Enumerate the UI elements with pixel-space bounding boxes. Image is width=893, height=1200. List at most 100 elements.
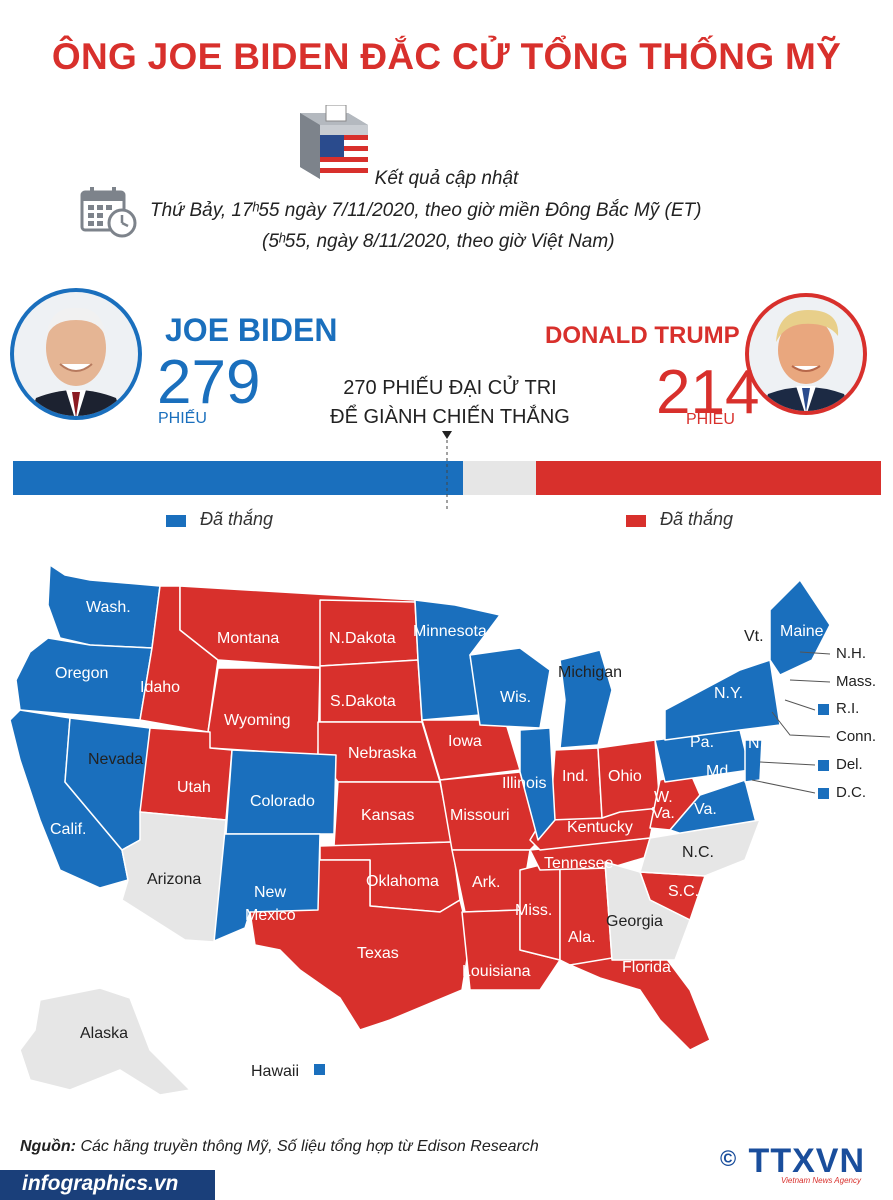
ri-marker bbox=[818, 704, 829, 715]
threshold-marker bbox=[442, 431, 452, 512]
label-wva2: Va. bbox=[652, 805, 675, 822]
state-newyork bbox=[664, 659, 781, 741]
label-wash: Wash. bbox=[86, 599, 131, 616]
state-arizona bbox=[121, 811, 227, 943]
label-newmexico-1: New bbox=[254, 884, 286, 901]
agency-logo: TTXVN bbox=[748, 1142, 865, 1180]
label-va: Va. bbox=[694, 801, 717, 818]
threshold-line1: 270 PHIẾU ĐẠI CỬ TRI bbox=[343, 377, 557, 399]
us-election-map: Wash. Oregon Idaho Montana N.Dakota Minn… bbox=[9, 564, 831, 1096]
label-ny: N.Y. bbox=[714, 685, 743, 702]
calendar-clock-icon bbox=[80, 187, 137, 238]
label-nj: N.J. bbox=[748, 735, 776, 752]
label-illinois: Illinois bbox=[502, 775, 546, 792]
label-arizona: Arizona bbox=[147, 871, 201, 888]
label-wyoming: Wyoming bbox=[224, 712, 291, 729]
label-ark: Ark. bbox=[472, 874, 500, 891]
page-title: ÔNG JOE BIDEN ĐẮC CỬ TỔNG THỐNG MỸ bbox=[51, 36, 842, 77]
state-alabama bbox=[559, 859, 613, 966]
label-wva: W. bbox=[654, 789, 673, 806]
biden-votes-unit: PHIẾU bbox=[158, 410, 207, 427]
label-ndakota: N.Dakota bbox=[329, 630, 396, 647]
label-alaska: Alaska bbox=[80, 1025, 128, 1042]
update-line-vn: (5ʰ55, ngày 8/11/2020, theo giờ Việt Nam… bbox=[262, 231, 615, 252]
state-florida bbox=[569, 949, 711, 1051]
label-vt: Vt. bbox=[744, 628, 764, 645]
label-texas: Texas bbox=[357, 945, 399, 962]
biden-legend-swatch bbox=[166, 515, 186, 527]
label-oregon: Oregon bbox=[55, 665, 108, 682]
ballot-box-icon bbox=[300, 105, 368, 179]
source-text: Các hãng truyền thông Mỹ, Số liệu tổng h… bbox=[80, 1138, 539, 1155]
label-minnesota: Minnesota bbox=[413, 623, 487, 640]
trump-votes-unit: PHIẾU bbox=[686, 411, 735, 428]
label-wis: Wis. bbox=[500, 689, 531, 706]
trump-name: DONALD TRUMP bbox=[545, 322, 740, 349]
label-maine: Maine bbox=[780, 623, 824, 640]
label-kansas: Kansas bbox=[361, 807, 414, 824]
label-kentucky: Kentucky bbox=[567, 819, 633, 836]
label-michigan: Michigan bbox=[558, 664, 622, 681]
trump-legend-swatch bbox=[626, 515, 646, 527]
hawaii-marker bbox=[314, 1064, 325, 1075]
label-missouri: Missouri bbox=[450, 807, 510, 824]
undecided-progress-bar bbox=[463, 461, 536, 495]
label-newmexico-2: Mexico bbox=[245, 907, 296, 924]
label-dc: D.C. bbox=[836, 784, 866, 801]
footer-band bbox=[0, 1170, 215, 1200]
label-louisiana: Louisiana bbox=[462, 963, 531, 980]
state-ohio bbox=[597, 739, 661, 819]
label-colorado: Colorado bbox=[250, 793, 315, 810]
label-georgia: Georgia bbox=[606, 913, 663, 930]
dc-marker bbox=[818, 788, 829, 799]
label-pa: Pa. bbox=[690, 734, 714, 751]
label-iowa: Iowa bbox=[448, 733, 482, 750]
label-md: Md. bbox=[706, 763, 733, 780]
state-wisconsin bbox=[469, 647, 551, 729]
label-florida: Florida bbox=[622, 959, 671, 976]
label-montana: Montana bbox=[217, 630, 279, 647]
label-nebraska: Nebraska bbox=[348, 745, 417, 762]
biden-progress-bar bbox=[13, 461, 463, 495]
site-link[interactable]: infographics.vn bbox=[22, 1172, 179, 1195]
source-line: Nguồn: Các hãng truyền thông Mỹ, Số liệu… bbox=[20, 1138, 539, 1156]
trump-progress-bar bbox=[536, 461, 881, 495]
label-nh: N.H. bbox=[836, 645, 866, 662]
copyright-icon: © bbox=[720, 1146, 737, 1171]
label-miss: Miss. bbox=[515, 902, 552, 919]
state-georgia bbox=[604, 861, 691, 961]
state-colorado bbox=[225, 749, 337, 835]
label-conn: Conn. bbox=[836, 728, 877, 745]
state-illinois bbox=[519, 727, 556, 841]
trump-votes: 214 bbox=[656, 358, 760, 427]
state-alaska bbox=[19, 987, 191, 1096]
label-mass: Mass. bbox=[836, 673, 877, 690]
label-calif: Calif. bbox=[50, 821, 86, 838]
trump-portrait bbox=[745, 293, 867, 415]
label-ohio: Ohio bbox=[608, 768, 642, 785]
source-label: Nguồn: bbox=[20, 1138, 76, 1155]
label-nc: N.C. bbox=[682, 844, 714, 861]
label-utah: Utah bbox=[177, 779, 211, 796]
label-sc: S.C. bbox=[668, 883, 699, 900]
label-ri: R.I. bbox=[836, 700, 860, 717]
state-nj-md bbox=[744, 739, 763, 783]
label-nevada: Nevada bbox=[88, 751, 143, 768]
trump-legend-label: Đã thắng bbox=[660, 509, 734, 529]
biden-votes: 279 bbox=[157, 348, 261, 417]
update-line-et: Thứ Bảy, 17ʰ55 ngày 7/11/2020, theo giờ … bbox=[150, 200, 702, 221]
state-sdakota bbox=[319, 659, 423, 723]
label-ala: Ala. bbox=[568, 929, 596, 946]
agency-subtitle: Vietnam News Agency bbox=[780, 1176, 861, 1185]
label-del: Del. bbox=[836, 756, 863, 773]
del-marker bbox=[818, 760, 829, 771]
biden-name: JOE BIDEN bbox=[165, 312, 338, 348]
state-ncarolina bbox=[639, 819, 761, 877]
label-idaho: Idaho bbox=[140, 679, 180, 696]
biden-legend-label: Đã thắng bbox=[200, 509, 274, 529]
state-newengland bbox=[769, 579, 831, 676]
update-heading: Kết quả cập nhật bbox=[374, 168, 519, 189]
label-ind: Ind. bbox=[562, 768, 589, 785]
state-iowa bbox=[421, 719, 521, 781]
biden-portrait bbox=[10, 288, 142, 420]
